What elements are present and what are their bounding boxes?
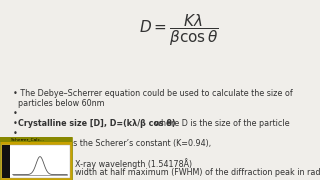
Text: •: • — [13, 119, 20, 128]
Text: particles below 60nm: particles below 60nm — [13, 99, 104, 108]
Text: •: • — [13, 109, 18, 118]
Bar — [2, 145, 70, 178]
Bar — [0, 137, 72, 142]
Bar — [0, 137, 72, 180]
Text: •: • — [13, 148, 18, 158]
Text: width at half maximum (FWHM) of the diffraction peak in radians: width at half maximum (FWHM) of the diff… — [75, 168, 320, 177]
Text: • The Debye–Scherrer equation could be used to calculate the size of: • The Debye–Scherrer equation could be u… — [13, 89, 292, 98]
Text: X-ray wavelength (1.54178Å): X-ray wavelength (1.54178Å) — [75, 158, 192, 169]
Text: •  K is known as the Scherer’s constant (K=0.94),: • K is known as the Scherer’s constant (… — [13, 139, 211, 148]
Text: $D = \dfrac{K\lambda}{\beta\cos\theta}$: $D = \dfrac{K\lambda}{\beta\cos\theta}$ — [140, 13, 219, 48]
Text: •: • — [13, 129, 18, 138]
Text: Scherrer_Calc...: Scherrer_Calc... — [11, 138, 45, 142]
Text: •: • — [68, 158, 73, 167]
Text: where D is the size of the particle: where D is the size of the particle — [152, 119, 290, 128]
Text: Crystalline size [D], D=(kλ/β cos θ): Crystalline size [D], D=(kλ/β cos θ) — [18, 119, 175, 128]
Bar — [2, 145, 10, 178]
